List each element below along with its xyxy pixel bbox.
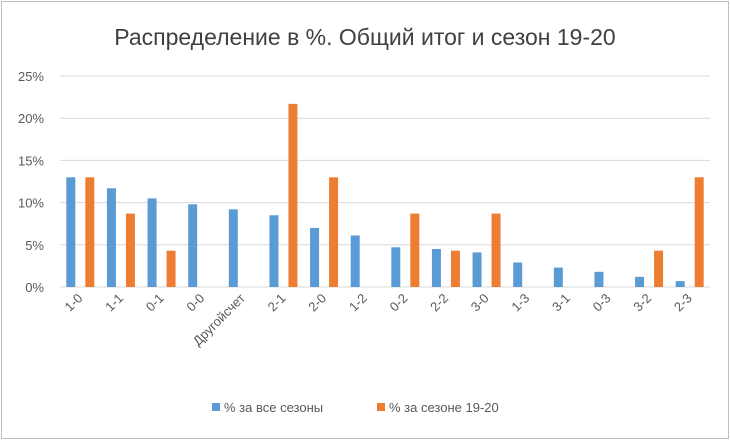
x-tick-label: 1-1 <box>102 291 126 315</box>
bar-all-seasons <box>350 235 360 287</box>
bar-season-19-20 <box>166 250 176 287</box>
legend-swatch <box>212 403 220 411</box>
bar-all-seasons <box>188 204 198 287</box>
bar-season-19-20 <box>450 250 460 287</box>
x-tick-label: 0-1 <box>143 291 167 315</box>
legend-item-season-19-20: % за сезоне 19-20 <box>377 400 499 415</box>
bar-season-19-20 <box>410 213 420 287</box>
x-tick-label: 3-1 <box>549 291 573 315</box>
chart-title: Распределение в %. Общий итог и сезон 19… <box>114 24 615 50</box>
x-tick-label: 1-0 <box>62 291 86 315</box>
bar-all-seasons <box>269 215 279 287</box>
x-tick-label: 2-1 <box>265 291 289 315</box>
legend-swatch <box>377 403 385 411</box>
bars <box>66 103 704 288</box>
bar-all-seasons <box>553 267 563 287</box>
bar-all-seasons <box>228 209 238 287</box>
x-tick-label: 0-2 <box>387 291 411 315</box>
y-tick-label: 0% <box>25 280 44 295</box>
bar-all-seasons <box>675 281 685 287</box>
bar-all-seasons <box>472 252 482 287</box>
x-tick-label: 3-0 <box>468 291 492 315</box>
y-tick-label: 20% <box>18 111 44 126</box>
x-tick-label: 2-0 <box>305 291 329 315</box>
bar-season-19-20 <box>329 177 339 287</box>
legend-label: % за все сезоны <box>224 400 323 415</box>
gridlines <box>60 75 710 288</box>
bar-season-19-20 <box>288 103 298 288</box>
y-tick-label: 10% <box>18 196 44 211</box>
y-axis-ticks: 0% 5% 10% 15% 20% 25% <box>18 69 44 295</box>
bar-all-seasons <box>106 188 116 287</box>
bar-season-19-20 <box>125 213 135 287</box>
x-tick-label: 2-3 <box>671 291 695 315</box>
y-tick-label: 5% <box>25 238 44 253</box>
bar-all-seasons <box>513 262 523 287</box>
bar-all-seasons <box>594 271 604 287</box>
bar-season-19-20 <box>654 250 664 287</box>
bar-all-seasons <box>391 247 401 287</box>
legend: % за все сезоны % за сезоне 19-20 <box>212 400 499 415</box>
y-tick-label: 15% <box>18 153 44 168</box>
x-tick-label: 0-3 <box>590 291 614 315</box>
x-tick-label: 0-0 <box>183 291 207 315</box>
bar-season-19-20 <box>694 177 704 287</box>
bar-all-seasons <box>66 177 76 287</box>
bar-all-seasons <box>310 227 320 287</box>
bar-all-seasons <box>635 276 645 287</box>
x-tick-label: 1-3 <box>508 291 532 315</box>
legend-item-all-seasons: % за все сезоны <box>212 400 323 415</box>
bar-all-seasons <box>431 249 441 287</box>
bar-season-19-20 <box>85 177 95 287</box>
bar-season-19-20 <box>491 213 501 287</box>
x-tick-label: 3-2 <box>630 291 654 315</box>
y-tick-label: 25% <box>18 69 44 84</box>
x-tick-label: 1-2 <box>346 291 370 315</box>
bar-all-seasons <box>147 198 157 287</box>
legend-label: % за сезоне 19-20 <box>389 400 499 415</box>
x-tick-label: 2-2 <box>427 291 451 315</box>
